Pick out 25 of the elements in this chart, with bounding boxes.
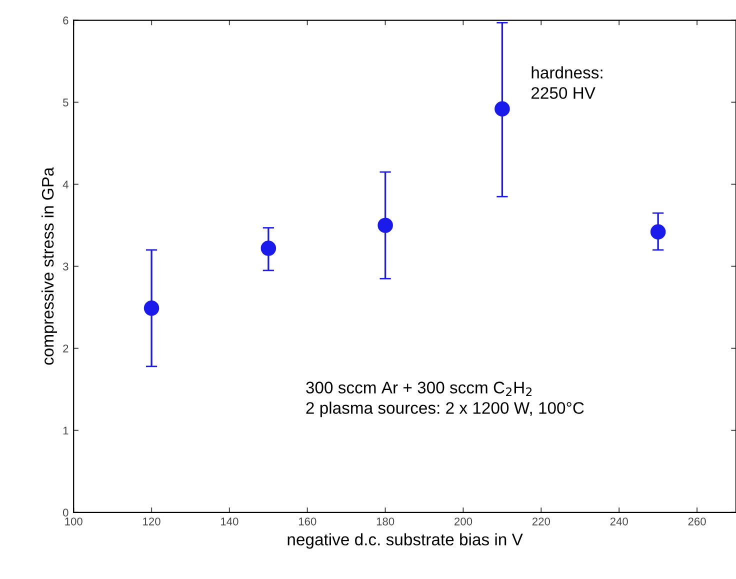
y-tick-label: 1 [63,426,68,434]
annotation: hardness: 2250 HV [531,66,602,99]
x-tick-label: 240 [610,518,628,526]
y-tick-label: 0 [62,508,68,517]
x-tick-label: 160 [298,518,316,526]
point [494,101,510,116]
x-tick-label: 140 [221,518,238,526]
x-axis-title: negative d.c. substrate bias in V [288,533,523,549]
annotation: 300 sccm Ar + 300 sccm C$_{2}$H$_{2}$ 2 plasma sources: 2 x 1200 W, 100°C [306,382,584,418]
point [650,224,666,240]
x-tick-label: 260 [688,518,706,526]
y-tick-label: 2 [63,344,68,352]
point [378,218,393,233]
x-tick-label: 220 [532,518,550,526]
y-tick-label: 4 [62,180,68,188]
x-tick-label: 100 [65,518,82,526]
point [144,300,160,316]
y-tick-label: 5 [63,98,68,106]
x-tick-label: 120 [143,518,160,526]
y-tick-label: 6 [63,16,68,24]
y-axis-title: compressive stress in GPa [41,167,58,365]
point [260,240,276,256]
x-tick-label: 200 [454,518,472,526]
x-tick-label: 180 [376,518,394,526]
y-tick-label: 3 [62,262,68,270]
